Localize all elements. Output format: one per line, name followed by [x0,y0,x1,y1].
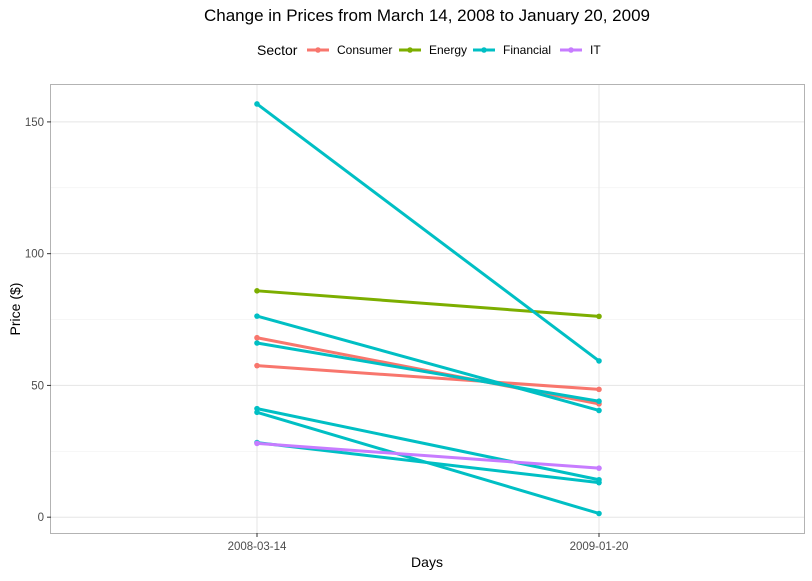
series-line [256,314,600,412]
data-point [254,288,260,294]
legend-title: Sector [257,42,298,58]
legend-key-point [568,47,574,53]
legend-label: Consumer [337,43,392,57]
data-point [596,398,602,405]
data-point [254,101,260,107]
chart-title: Change in Prices from March 14, 2008 to … [204,6,650,25]
y-tick-label: 150 [25,117,44,129]
series-financial [254,101,602,364]
series-energy [254,288,602,320]
data-point [254,409,260,416]
x-tick-label: 2009-01-20 [570,541,629,553]
data-point [596,479,602,486]
panel-border [50,84,805,534]
data-point [254,340,260,346]
legend-key-point [481,47,487,53]
legend: Sector Consumer Energy Financial IT [257,42,601,58]
series-line [256,289,600,318]
series-it [254,440,602,471]
y-tick-label: 100 [25,249,44,261]
y-tick-label: 0 [38,512,44,524]
legend-label: IT [590,43,601,57]
x-tick-label: 2008-03-14 [228,541,287,553]
legend-key-point [407,47,413,53]
legend-entry-it: IT [560,43,601,57]
data-point [596,358,602,364]
series-layer [254,101,602,517]
legend-entry-financial: Financial [473,43,551,57]
legend-key-point [315,47,321,53]
series-line [256,441,600,470]
y-tick-label: 50 [31,380,44,392]
series-line [256,441,600,485]
series-financial [254,405,602,483]
data-point [254,313,260,319]
legend-entry-consumer: Consumer [307,43,392,57]
data-point [596,465,602,471]
series-line [256,341,600,403]
legend-label: Financial [503,43,551,57]
data-point [596,313,602,320]
data-point [254,362,260,369]
grid [51,85,804,533]
legend-entry-energy: Energy [399,43,467,57]
y-axis-title: Price ($) [7,283,23,336]
series-line [256,102,600,363]
data-point [254,334,260,341]
legend-label: Energy [429,43,467,57]
axes: 0 50 100 150 2008-03-14 2009-01-20 [25,117,629,553]
data-point [596,510,602,517]
series-line [256,364,600,391]
data-point [254,440,260,447]
series-financial [254,313,602,414]
data-point [596,386,602,393]
series-line [256,407,600,482]
x-axis-title: Days [411,554,443,570]
series-consumer [254,362,602,393]
series-financial [254,340,602,405]
data-point [596,407,602,414]
